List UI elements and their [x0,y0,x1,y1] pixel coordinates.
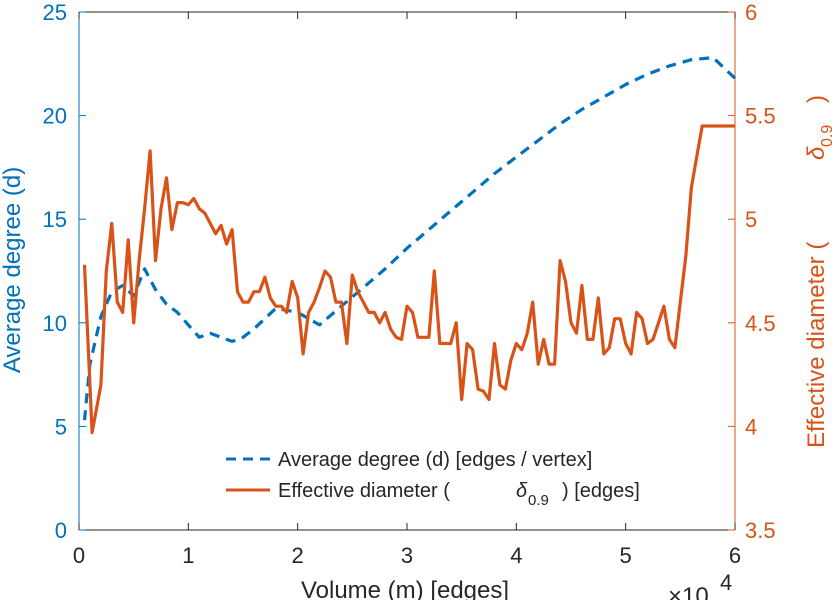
left-tick-label: 10 [43,311,67,336]
average-degree-line [82,55,737,421]
x-axis-exponent-label: ×10 [668,583,709,600]
right-axis-title-subscript: 0.9 [819,125,836,147]
left-tick-label: 0 [55,518,67,543]
plot-area [82,55,737,435]
left-axis-title: Average degree (d) [0,167,26,373]
effective-diameter-line [82,124,735,435]
right-axis-title-symbol: δ [803,146,830,160]
left-tick-label: 15 [43,207,67,232]
right-axis-title: Effective diameter ( δ 0.9 ) [803,95,836,448]
x-tick-label: 2 [292,543,304,568]
left-tick-label: 25 [43,0,67,25]
right-axis-title-suffix: ) [803,95,830,103]
left-tick-label: 20 [43,104,67,129]
x-tick-label: 6 [729,543,741,568]
right-tick-label: 4 [745,414,757,439]
right-axis: 3.5 4 4.5 5 5.5 6 [728,0,776,543]
legend-label-effective-diameter: Effective diameter ( [278,480,450,502]
x-axis: 0 1 2 3 4 5 6 [73,12,741,568]
x-tick-label: 1 [182,543,194,568]
legend-label-delta-symbol: δ [516,480,528,502]
legend: Average degree (d) [edges / vertex] Effe… [226,449,640,509]
right-tick-label: 4.5 [745,311,776,336]
x-tick-label: 3 [401,543,413,568]
x-axis-exponent-power: 4 [720,570,732,595]
right-tick-label: 5.5 [745,104,776,129]
left-tick-label: 5 [55,414,67,439]
legend-label-suffix: ) [edges] [562,480,640,502]
right-tick-label: 6 [745,0,757,25]
right-tick-label: 3.5 [745,518,776,543]
x-tick-label: 0 [73,543,85,568]
right-axis-title-prefix: Effective diameter ( [803,242,830,448]
legend-label-average-degree: Average degree (d) [edges / vertex] [278,449,592,471]
left-axis: 0 5 10 15 20 25 [43,0,86,543]
legend-label-delta-subscript: 0.9 [528,492,549,509]
x-axis-title: Volume (m) [edges] [301,577,509,600]
x-tick-label: 4 [510,543,522,568]
x-tick-label: 5 [620,543,632,568]
right-tick-label: 5 [745,207,757,232]
